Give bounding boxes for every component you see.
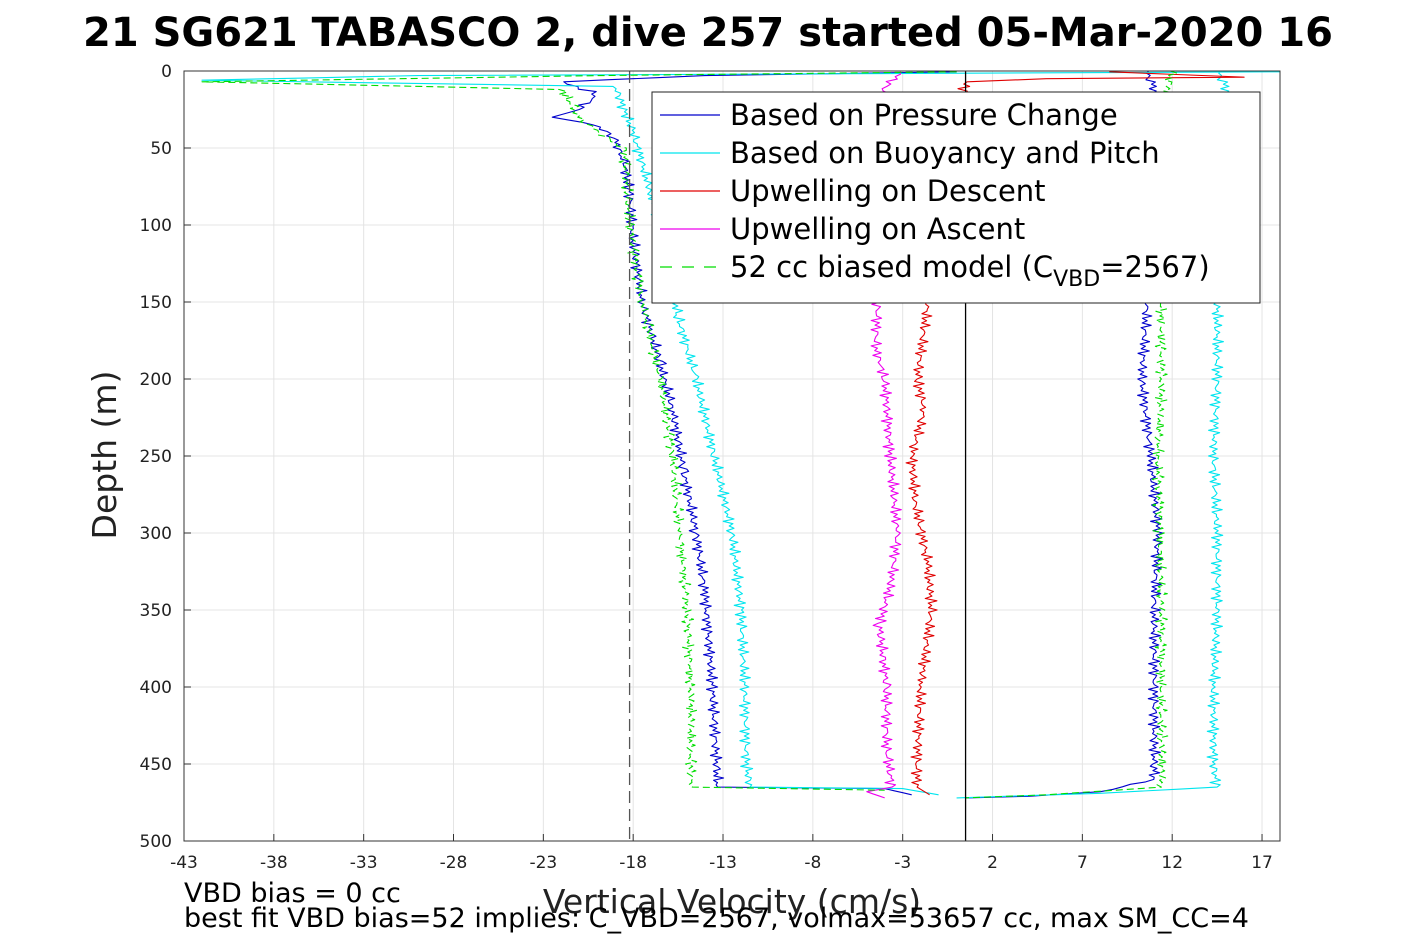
legend-entry-label: Based on Pressure Change (730, 98, 1118, 132)
x-tick-label: 7 (1077, 853, 1088, 873)
y-tick-label: 400 (140, 678, 172, 698)
x-tick-label: 2 (987, 853, 998, 873)
y-tick-label: 500 (140, 832, 172, 852)
legend-entry-label: Based on Buoyancy and Pitch (730, 136, 1160, 170)
legend-subscript: VBD (1053, 267, 1100, 292)
x-tick-label: -38 (260, 853, 288, 873)
axis-ticks: -43 -38 -33 -28 -23 -18 -13 -8 -3 2 7 12 17 0 50 100 150… (140, 62, 1273, 873)
series-line-pressure_desc (551, 71, 957, 796)
x-axis-label: Vertical Velocity (cm/s) (543, 882, 921, 921)
x-tick-label: 12 (1161, 853, 1183, 873)
x-tick-label: -43 (170, 853, 198, 873)
legend: Based on Pressure Change Based on Buoyanc… (651, 91, 1261, 304)
y-tick-label: 150 (140, 293, 172, 313)
x-tick-label: -23 (529, 853, 557, 873)
legend-suffix: =2567) (1100, 250, 1209, 284)
y-tick-label: 200 (140, 370, 172, 390)
series-line-model_desc (201, 71, 957, 791)
y-tick-label: 100 (140, 216, 172, 236)
series-line-buoyancy_desc (201, 71, 1281, 796)
best-fit-note: best fit VBD bias=52 implies: C_VBD=2567… (184, 903, 1249, 934)
legend-entry-label: Upwelling on Ascent (730, 212, 1025, 246)
legend-box (651, 91, 1261, 304)
x-tick-label: 17 (1251, 853, 1273, 873)
y-tick-label: 300 (140, 524, 172, 544)
chart-title: 21 SG621 TABASCO 2, dive 257 started 05-… (83, 10, 1333, 56)
y-tick-label: 250 (140, 447, 172, 467)
y-tick-label: 450 (140, 755, 172, 775)
x-tick-label: -8 (804, 853, 821, 873)
x-tick-label: -33 (350, 853, 378, 873)
y-tick-label: 50 (150, 139, 172, 159)
x-tick-label: -13 (709, 853, 737, 873)
y-tick-label: 0 (161, 62, 172, 82)
y-tick-label: 350 (140, 601, 172, 621)
vbd-bias-note: VBD bias = 0 cc (184, 878, 401, 909)
x-tick-label: -18 (619, 853, 647, 873)
x-tick-label: -3 (894, 853, 911, 873)
legend-entry-label: Upwelling on Descent (730, 174, 1046, 208)
y-axis-label: Depth (m) (85, 371, 124, 540)
x-tick-label: -28 (440, 853, 468, 873)
